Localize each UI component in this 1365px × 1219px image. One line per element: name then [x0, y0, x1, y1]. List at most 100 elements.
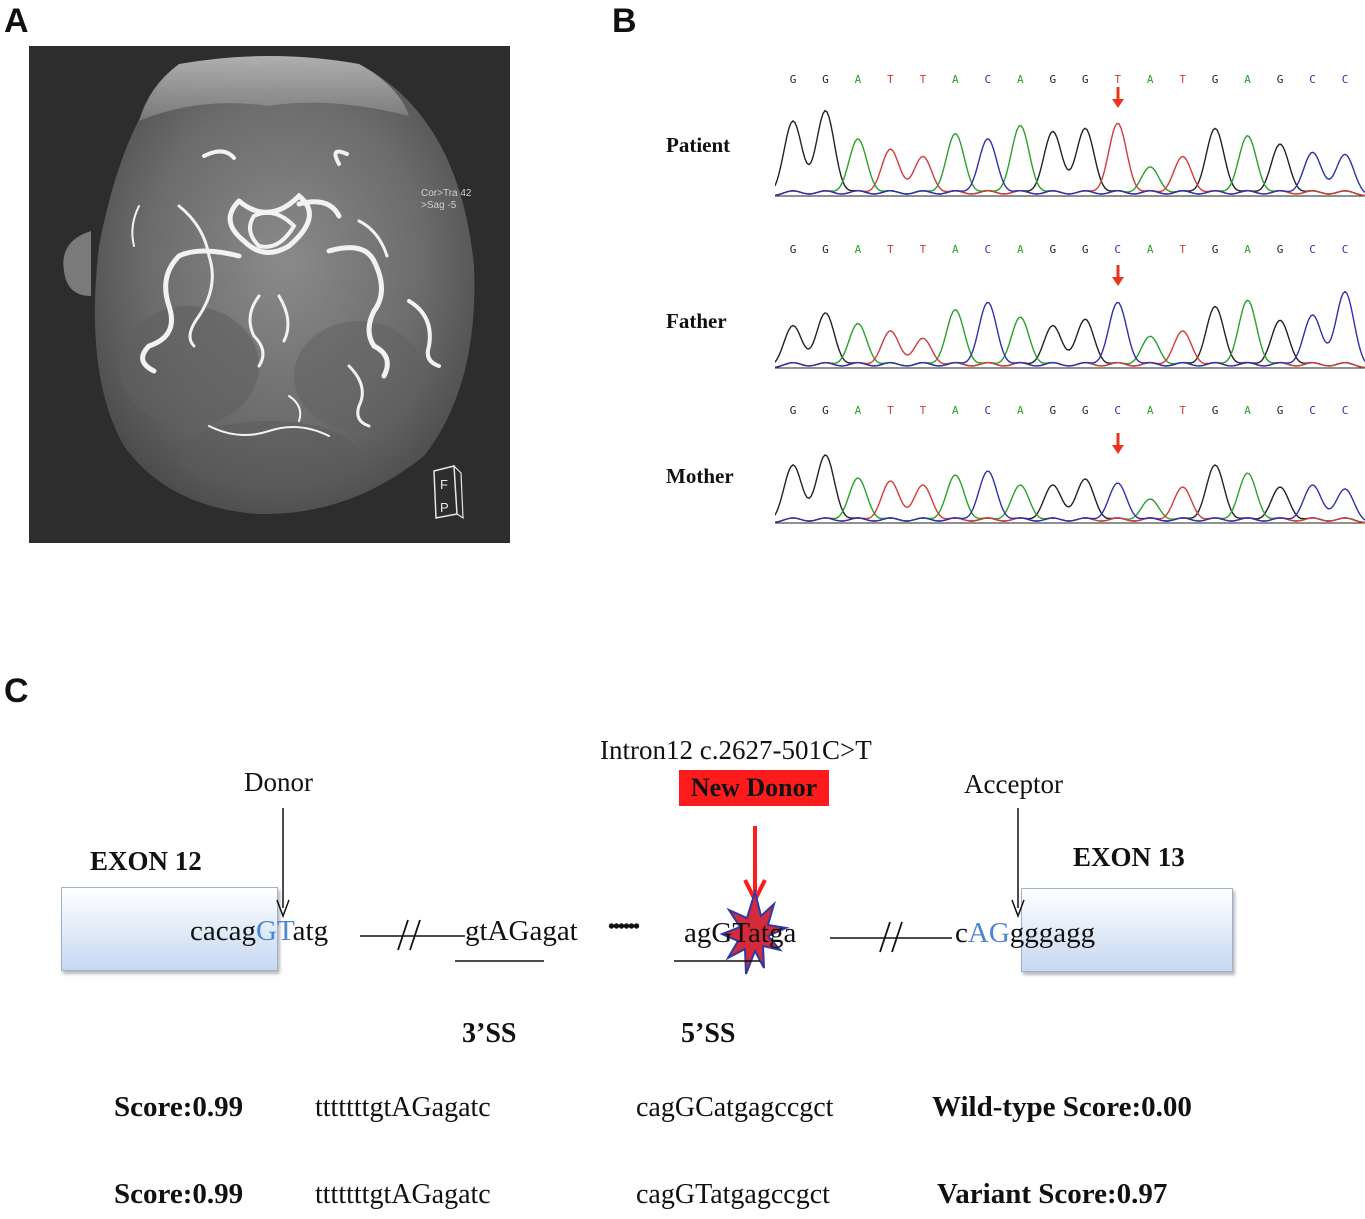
base-call-4: T — [919, 404, 927, 417]
base-call-3: T — [887, 73, 894, 86]
base-call-16: C — [1309, 404, 1316, 417]
base-call-14: A — [1244, 243, 1251, 256]
seq-left-row1: tttttttgtAGagatc — [315, 1092, 491, 1123]
exon12-label: EXON 12 — [90, 846, 202, 876]
acceptor-arrow-icon — [1011, 899, 1025, 919]
base-call-15: G — [1276, 73, 1284, 86]
base-call-16: C — [1309, 243, 1316, 256]
seq-acceptor-ag: AG — [967, 917, 1010, 949]
base-call-5: A — [952, 73, 959, 86]
base-call-14: A — [1244, 73, 1251, 86]
base-call-12: T — [1179, 243, 1186, 256]
base-call-13: G — [1211, 243, 1219, 256]
trace-channel-c — [775, 470, 1365, 523]
base-call-10: C — [1114, 404, 1122, 417]
base-call-1: G — [822, 73, 829, 86]
base-call-0: G — [789, 73, 797, 86]
base-call-15: G — [1276, 243, 1284, 256]
seq-s3a: agG — [684, 917, 733, 949]
score-right-row2: Variant Score:0.97 — [937, 1178, 1168, 1210]
base-call-13: G — [1211, 404, 1219, 417]
base-call-11: A — [1146, 404, 1154, 417]
panel-label-a: A — [4, 2, 29, 40]
splice-diagram-lines — [276, 808, 1025, 975]
trace-label-father: Father — [666, 309, 727, 333]
base-call-3: T — [887, 243, 894, 256]
trace-label-mother: Mother — [666, 464, 734, 488]
mra-overlay-line2: >Sag -5 — [421, 200, 457, 211]
base-call-16: C — [1309, 73, 1316, 86]
chromatogram-patient — [775, 109, 1365, 197]
chromatogram-father — [775, 290, 1365, 369]
variant-title: Intron12 c.2627-501C>T — [600, 735, 872, 765]
base-call-6: C — [984, 404, 992, 417]
panel-label-b: B — [612, 2, 637, 40]
variant-arrow-icon — [1111, 264, 1125, 293]
ss5-label: 5’SS — [681, 1018, 736, 1049]
base-call-4: T — [919, 243, 927, 256]
base-call-10: C — [1114, 243, 1122, 256]
sequence-new-donor: agGTatga — [684, 917, 796, 950]
seq-right-row2: cagGTatgagccgct — [636, 1179, 830, 1210]
orientation-top-label: F — [440, 477, 448, 492]
trace-channel-a — [775, 472, 1365, 524]
chromatogram-mother — [775, 454, 1365, 524]
donor-label: Donor — [244, 767, 313, 797]
base-call-15: G — [1276, 404, 1284, 417]
variant-arrow-icon — [1111, 432, 1125, 461]
new-donor-badge: New Donor — [679, 770, 829, 806]
trace-channel-t — [775, 122, 1365, 197]
trace-channel-c — [775, 290, 1365, 368]
base-call-17: C — [1341, 73, 1349, 86]
acceptor-label: Acceptor — [964, 769, 1063, 799]
base-call-9: G — [1081, 404, 1089, 417]
trace-channel-a — [775, 299, 1365, 369]
base-call-17: C — [1341, 404, 1349, 417]
ss3-label: 3’SS — [462, 1018, 517, 1049]
base-call-6: C — [984, 73, 992, 86]
variant-arrow-icon — [1111, 86, 1125, 115]
base-call-8: G — [1049, 243, 1057, 256]
score-left-row1: Score:0.99 — [114, 1091, 244, 1123]
base-call-7: A — [1016, 73, 1024, 86]
base-call-9: G — [1081, 243, 1089, 256]
base-call-17: C — [1341, 243, 1349, 256]
seq-s3c: atga — [748, 917, 797, 949]
base-call-7: A — [1016, 243, 1024, 256]
base-call-1: G — [822, 243, 829, 256]
base-call-0: G — [789, 243, 797, 256]
trace-channel-a — [775, 124, 1365, 197]
score-left-row2: Score:0.99 — [114, 1178, 244, 1210]
seq-s3b: T — [732, 917, 749, 949]
orientation-cube-icon: F P — [433, 465, 464, 520]
base-call-2: A — [854, 73, 862, 86]
score-right-row1: Wild-type Score:0.00 — [932, 1091, 1192, 1123]
base-call-2: A — [854, 404, 862, 417]
base-call-13: G — [1211, 73, 1219, 86]
mra-overlay-line1: Cor>Tra 42 — [421, 188, 472, 199]
base-call-3: T — [887, 404, 894, 417]
base-call-11: A — [1146, 73, 1154, 86]
base-call-10: T — [1114, 73, 1122, 86]
sequence-exon13-start: cAGgggagg — [955, 917, 1095, 950]
base-call-7: A — [1016, 404, 1024, 417]
base-call-9: G — [1081, 73, 1089, 86]
base-call-12: T — [1179, 73, 1186, 86]
base-call-2: A — [854, 243, 862, 256]
seq-left-row2: tttttttgtAGagatc — [315, 1179, 491, 1210]
panel-label-c: C — [4, 672, 29, 710]
trace-channel-g — [775, 305, 1365, 369]
sequence-intron-3ss: gtAGagat — [465, 915, 578, 947]
sequence-gap-dots: •••••• — [608, 916, 640, 938]
exon12-box — [61, 887, 278, 971]
exon13-box — [1021, 888, 1233, 972]
exon13-label: EXON 13 — [1073, 842, 1185, 872]
mra-angiography-image: Cor>Tra 42 >Sag -5 F P — [29, 46, 510, 543]
base-call-0: G — [789, 404, 797, 417]
trace-label-patient: Patient — [666, 133, 731, 157]
base-call-14: A — [1244, 404, 1251, 417]
seq-s1-end: atg — [292, 915, 329, 947]
